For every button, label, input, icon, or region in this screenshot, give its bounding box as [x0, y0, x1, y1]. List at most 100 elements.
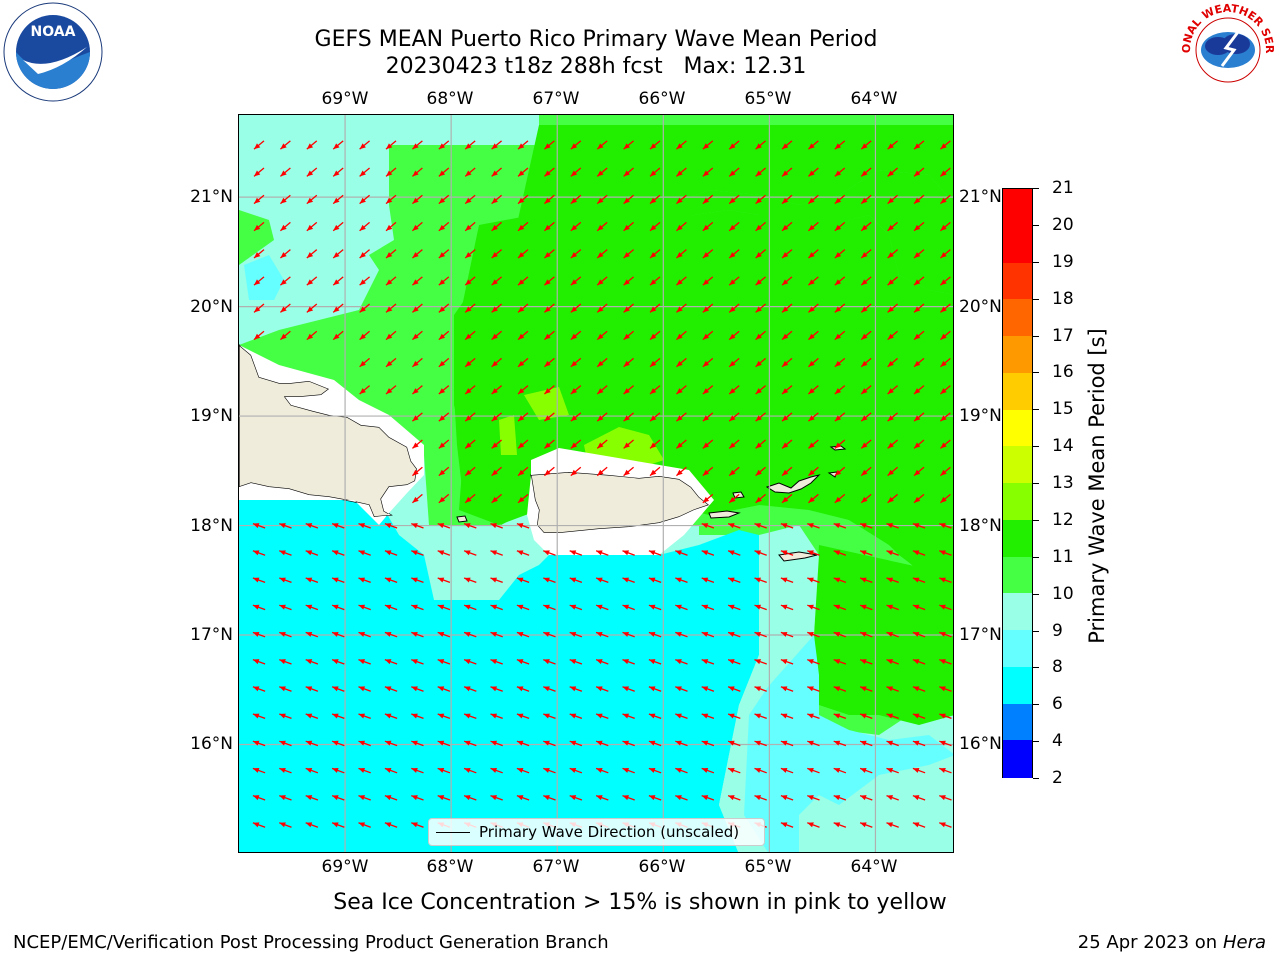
- wave-arrow-head: [940, 279, 947, 286]
- colorbar: [1002, 188, 1033, 778]
- wave-arrow-head: [570, 143, 578, 150]
- wave-arrow-head: [676, 333, 683, 340]
- wave-arrow-head: [569, 550, 577, 556]
- wave-arrow-head: [886, 604, 894, 610]
- wave-arrow-head: [755, 388, 762, 394]
- wave-arrow-head: [912, 740, 920, 746]
- wave-arrow-head: [676, 279, 683, 286]
- wave-arrow-head: [333, 333, 340, 340]
- wave-arrow-head: [808, 415, 815, 422]
- colorbar-segment: [1003, 666, 1032, 704]
- wave-arrow-head: [728, 713, 735, 719]
- wave-arrow-head: [728, 523, 735, 529]
- lon-label-top: 67°W: [532, 89, 580, 109]
- wave-arrow-head: [438, 279, 446, 286]
- wave-arrow-head: [807, 795, 814, 801]
- wave-arrow-head: [834, 415, 842, 422]
- wave-arrow-head: [807, 740, 814, 746]
- wave-arrow-head: [252, 550, 260, 556]
- wave-arrow-head: [464, 713, 471, 719]
- wave-arrow-head: [728, 577, 735, 583]
- wave-arrow-head: [623, 360, 630, 367]
- wave-arrow-head: [808, 469, 815, 476]
- lat-label-left: 21°N: [190, 187, 233, 207]
- wave-arrow-head: [465, 496, 472, 503]
- map-grid: [239, 115, 953, 852]
- wave-arrow-head: [384, 523, 392, 529]
- wave-arrow-head: [465, 197, 472, 204]
- wave-arrow-head: [543, 767, 550, 773]
- wave-arrow-head: [438, 388, 446, 394]
- wave-arrow-head: [675, 577, 682, 583]
- wave-arrow-head: [782, 170, 789, 177]
- wave-arrow-head: [701, 767, 709, 773]
- period-fill-11-12-main: [454, 215, 953, 585]
- wave-arrow-head: [860, 577, 867, 583]
- wave-arrow-head: [782, 469, 789, 476]
- wave-arrow-head: [491, 469, 498, 476]
- wave-arrow-head: [782, 279, 789, 286]
- wave-arrow-head: [333, 170, 340, 177]
- wave-arrow-head: [860, 686, 867, 692]
- wave-arrow-head: [358, 577, 366, 583]
- wave-arrow-head: [808, 224, 815, 231]
- wave-arrow-head: [333, 224, 340, 231]
- wave-arrow-head: [729, 333, 736, 340]
- lon-label-top: 65°W: [744, 89, 792, 109]
- wave-arrow-head: [650, 333, 657, 340]
- wave-arrow-head: [780, 659, 788, 665]
- period-fill-12-13-small: [499, 415, 517, 455]
- wave-arrow-head: [358, 659, 366, 665]
- wave-arrow-head: [780, 577, 788, 583]
- wave-arrow-head: [833, 767, 841, 773]
- wave-arrow-head: [702, 469, 710, 476]
- wave-arrow-head: [939, 713, 946, 719]
- lat-label-right: 21°N: [959, 187, 1002, 207]
- wave-arrow-head: [570, 224, 578, 231]
- wave-arrow-head: [569, 659, 577, 665]
- wave-arrow-head: [648, 631, 656, 637]
- wave-arrow-head: [465, 415, 472, 422]
- wave-arrow-head: [570, 197, 578, 204]
- wave-arrow-head: [464, 631, 471, 637]
- wave-arrow-head: [358, 523, 366, 529]
- wave-arrow-head: [808, 143, 815, 150]
- wave-arrow-head: [252, 686, 260, 692]
- wave-arrow-head: [755, 197, 762, 204]
- wave-arrow-head: [940, 442, 947, 449]
- wave-arrow-head: [490, 686, 498, 692]
- wave-arrow-head: [384, 686, 392, 692]
- wave-arrow-head: [254, 279, 261, 286]
- wave-arrow-head: [808, 279, 815, 286]
- wave-arrow-head: [280, 170, 287, 177]
- wave-arrow-head: [305, 550, 313, 556]
- wave-arrow-head: [465, 252, 472, 258]
- wave-arrow-head: [597, 252, 604, 258]
- wave-arrow-head: [518, 197, 525, 204]
- wave-arrow-head: [386, 143, 393, 150]
- wave-arrow-head: [622, 604, 630, 610]
- wave-arrow-head: [860, 767, 867, 773]
- colorbar-tick: [1033, 704, 1039, 706]
- wave-arrow-head: [386, 279, 393, 286]
- lon-label-bottom: 66°W: [638, 857, 686, 877]
- wave-arrow-head: [861, 252, 868, 258]
- wave-arrow-head: [833, 604, 841, 610]
- wave-arrow-head: [412, 252, 419, 258]
- wave-arrow-head: [940, 197, 947, 204]
- wave-arrow-head: [544, 388, 551, 394]
- wave-arrow-head: [306, 252, 314, 258]
- wave-arrow-head: [386, 360, 393, 367]
- wave-arrow-head: [754, 740, 762, 746]
- wave-arrow-head: [650, 306, 657, 313]
- noaa-logo: NOAA: [3, 2, 103, 102]
- wave-arrow-head: [807, 523, 814, 529]
- period-fill-10-11-west: [239, 210, 274, 265]
- wave-arrow-head: [412, 170, 419, 177]
- wave-arrow-head: [412, 469, 419, 476]
- wave-arrow-head: [729, 415, 736, 422]
- colorbar-tick: [1033, 298, 1039, 300]
- wave-arrow-head: [254, 170, 261, 177]
- colorbar-tick-label: 6: [1052, 694, 1063, 715]
- wave-arrow-head: [754, 795, 762, 801]
